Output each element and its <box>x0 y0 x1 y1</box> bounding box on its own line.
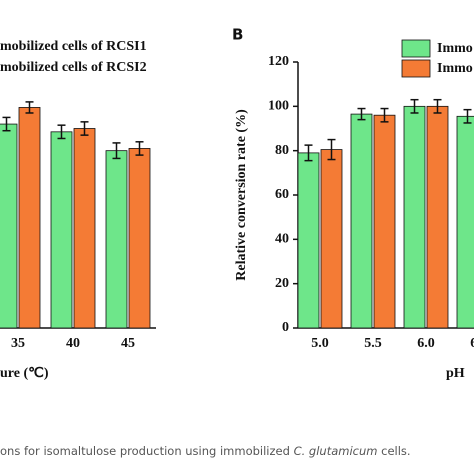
bar <box>50 131 73 329</box>
legend-label: mobilized cells of RCSI1 <box>0 39 147 54</box>
error-bar <box>463 108 472 124</box>
bar <box>105 150 128 329</box>
caption-text: ons for isomaltulose production using im… <box>0 444 294 458</box>
caption: ons for isomaltulose production using im… <box>0 444 411 458</box>
bar <box>320 149 343 329</box>
error-bar <box>357 107 366 121</box>
x-axis-label: pH <box>446 366 465 381</box>
error-bar <box>380 107 389 123</box>
y-axis-label: Relative conversion rate (%) <box>234 109 249 281</box>
bar <box>73 128 96 329</box>
legend-label: Immo <box>437 61 473 76</box>
bar <box>456 115 474 329</box>
error-bar <box>2 116 11 132</box>
y-tick-label: 120 <box>268 54 289 69</box>
legend-swatch <box>401 59 431 78</box>
caption-text: cells. <box>377 444 410 458</box>
x-tick-label: 6.5 <box>470 336 474 351</box>
error-bar <box>80 121 89 136</box>
error-bar <box>135 141 144 156</box>
y-tick-label: 40 <box>275 232 289 247</box>
y-tick-label: 60 <box>275 187 289 202</box>
y-tick-label: 80 <box>275 143 289 158</box>
bar <box>373 114 396 329</box>
x-tick-label: 6.0 <box>417 336 435 351</box>
bar <box>403 105 426 329</box>
y-tick-label: 0 <box>282 320 289 335</box>
caption-species: C. glutamicum <box>294 444 378 458</box>
bar <box>128 148 151 329</box>
error-bar <box>112 142 121 160</box>
x-tick-label: 5.0 <box>311 336 329 351</box>
bar <box>297 152 320 329</box>
error-bar <box>433 98 442 114</box>
legend-label: Immo <box>437 41 473 56</box>
bar <box>0 123 18 329</box>
y-tick-label: 100 <box>268 99 289 114</box>
x-tick-label: 40 <box>66 336 80 351</box>
x-tick-label: 5.5 <box>364 336 382 351</box>
bar <box>350 113 373 329</box>
error-bar <box>327 138 336 161</box>
error-bar <box>410 98 419 114</box>
x-tick-label: 45 <box>121 336 135 351</box>
legend-swatch <box>401 39 431 58</box>
bar <box>18 107 41 329</box>
legend-label: mobilized cells of RCSI2 <box>0 60 147 75</box>
error-bar <box>25 101 34 114</box>
panel-label: B <box>232 26 243 44</box>
error-bar <box>304 144 313 162</box>
x-axis-label: ure (℃) <box>0 366 49 381</box>
error-bar <box>57 124 66 140</box>
bar <box>426 105 449 329</box>
x-tick-label: 35 <box>11 336 25 351</box>
y-tick-label: 20 <box>275 276 289 291</box>
